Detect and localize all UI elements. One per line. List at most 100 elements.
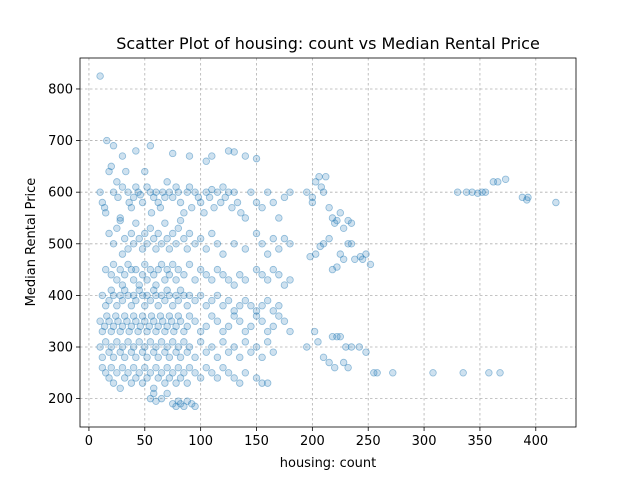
scatter-point (219, 338, 227, 346)
scatter-point (280, 193, 289, 202)
y-tick-label: 800 (48, 82, 73, 97)
scatter-point (312, 250, 320, 258)
scatter-point (230, 148, 238, 156)
y-tick-label: 500 (48, 237, 73, 252)
scatter-point (322, 172, 330, 181)
scatter-point (172, 322, 180, 331)
scatter-point (100, 322, 109, 331)
scatter-point (132, 296, 140, 305)
scatter-point (169, 302, 177, 310)
scatter-point (524, 193, 532, 202)
scatter-point (241, 214, 250, 222)
scatter-point (347, 240, 356, 248)
scatter-point (219, 183, 227, 191)
scatter-point (342, 343, 350, 351)
scatter-point (196, 374, 205, 382)
scatter-point (224, 188, 233, 196)
scatter-point (138, 348, 147, 356)
x-tick-label: 350 (468, 434, 493, 449)
scatter-point (230, 374, 238, 382)
scatter-point (310, 327, 319, 336)
scatter-point (172, 379, 180, 387)
scatter-point (124, 291, 132, 300)
scatter-point (319, 188, 328, 196)
scatter-point (116, 348, 124, 356)
scatter-point (116, 214, 124, 222)
scatter-point (176, 374, 185, 382)
x-axis-label: housing: count (280, 456, 377, 471)
y-tick-label: 700 (48, 134, 73, 149)
scatter-point (129, 363, 138, 372)
scatter-point (219, 327, 227, 336)
scatter-point (221, 193, 229, 202)
scatter-point (107, 162, 115, 171)
x-tick-label: 300 (412, 434, 437, 449)
scatter-point (98, 363, 107, 372)
scatter-point (132, 219, 140, 227)
scatter-point (213, 353, 222, 362)
scatter-point (150, 193, 158, 202)
scatter-point (132, 265, 140, 274)
scatter-point (127, 229, 136, 238)
scatter-point (113, 302, 121, 310)
scatter-point (150, 348, 158, 356)
scatter-point (118, 296, 127, 305)
y-tick-label: 400 (48, 289, 73, 304)
scatter-point (481, 188, 490, 196)
scatter-point (138, 245, 147, 253)
scatter-point (114, 193, 122, 202)
scatter-point (233, 198, 242, 207)
scatter-point (154, 198, 162, 207)
scatter-point (120, 374, 129, 382)
scatter-point (145, 322, 153, 331)
scatter-point (136, 191, 145, 199)
scatter-point (188, 203, 196, 212)
scatter-point (161, 276, 169, 284)
y-axis-ticks: 200 300 400 500 600 700 800 (48, 82, 80, 407)
scatter-point (124, 260, 132, 269)
scatter-point (132, 317, 140, 325)
scatter-point (263, 338, 272, 346)
scatter-point (129, 343, 138, 351)
scatter-point (109, 322, 118, 331)
scatter-point (146, 224, 155, 233)
scatter-point (241, 338, 250, 346)
y-tick-label: 300 (48, 341, 73, 356)
scatter-point (183, 379, 191, 387)
scatter-point (105, 296, 113, 305)
scatter-point (174, 224, 183, 233)
scatter-point (314, 338, 322, 346)
scatter-point (224, 348, 233, 356)
scatter-point (202, 348, 210, 356)
scatter-point (141, 317, 149, 325)
scatter-point (462, 188, 471, 196)
scatter-point (134, 327, 142, 336)
scatter-point (336, 209, 344, 217)
scatter-point (453, 188, 462, 196)
grid-lines (80, 58, 576, 427)
scatter-point (167, 317, 176, 325)
scatter-point (105, 229, 113, 238)
scatter-point (157, 260, 166, 269)
scatter-point (200, 209, 208, 217)
scatter-point (224, 276, 233, 284)
scatter-point (176, 353, 185, 362)
scatter-point (169, 369, 177, 377)
scatter-point (258, 379, 266, 387)
scatter-point (129, 240, 138, 248)
scatter-point (172, 276, 180, 284)
scatter-point (172, 240, 180, 248)
scatter-point (325, 203, 333, 212)
scatter-point (143, 327, 151, 336)
scatter-point (185, 229, 194, 238)
scatter-point (241, 152, 250, 160)
scatter-point (230, 343, 238, 351)
scatter-point (169, 338, 177, 346)
x-tick-label: 400 (523, 434, 548, 449)
scatter-point (113, 224, 121, 233)
scatter-point (208, 312, 216, 320)
scatter-point (196, 291, 205, 300)
scatter-point (180, 271, 188, 279)
scatter-point (183, 348, 191, 356)
